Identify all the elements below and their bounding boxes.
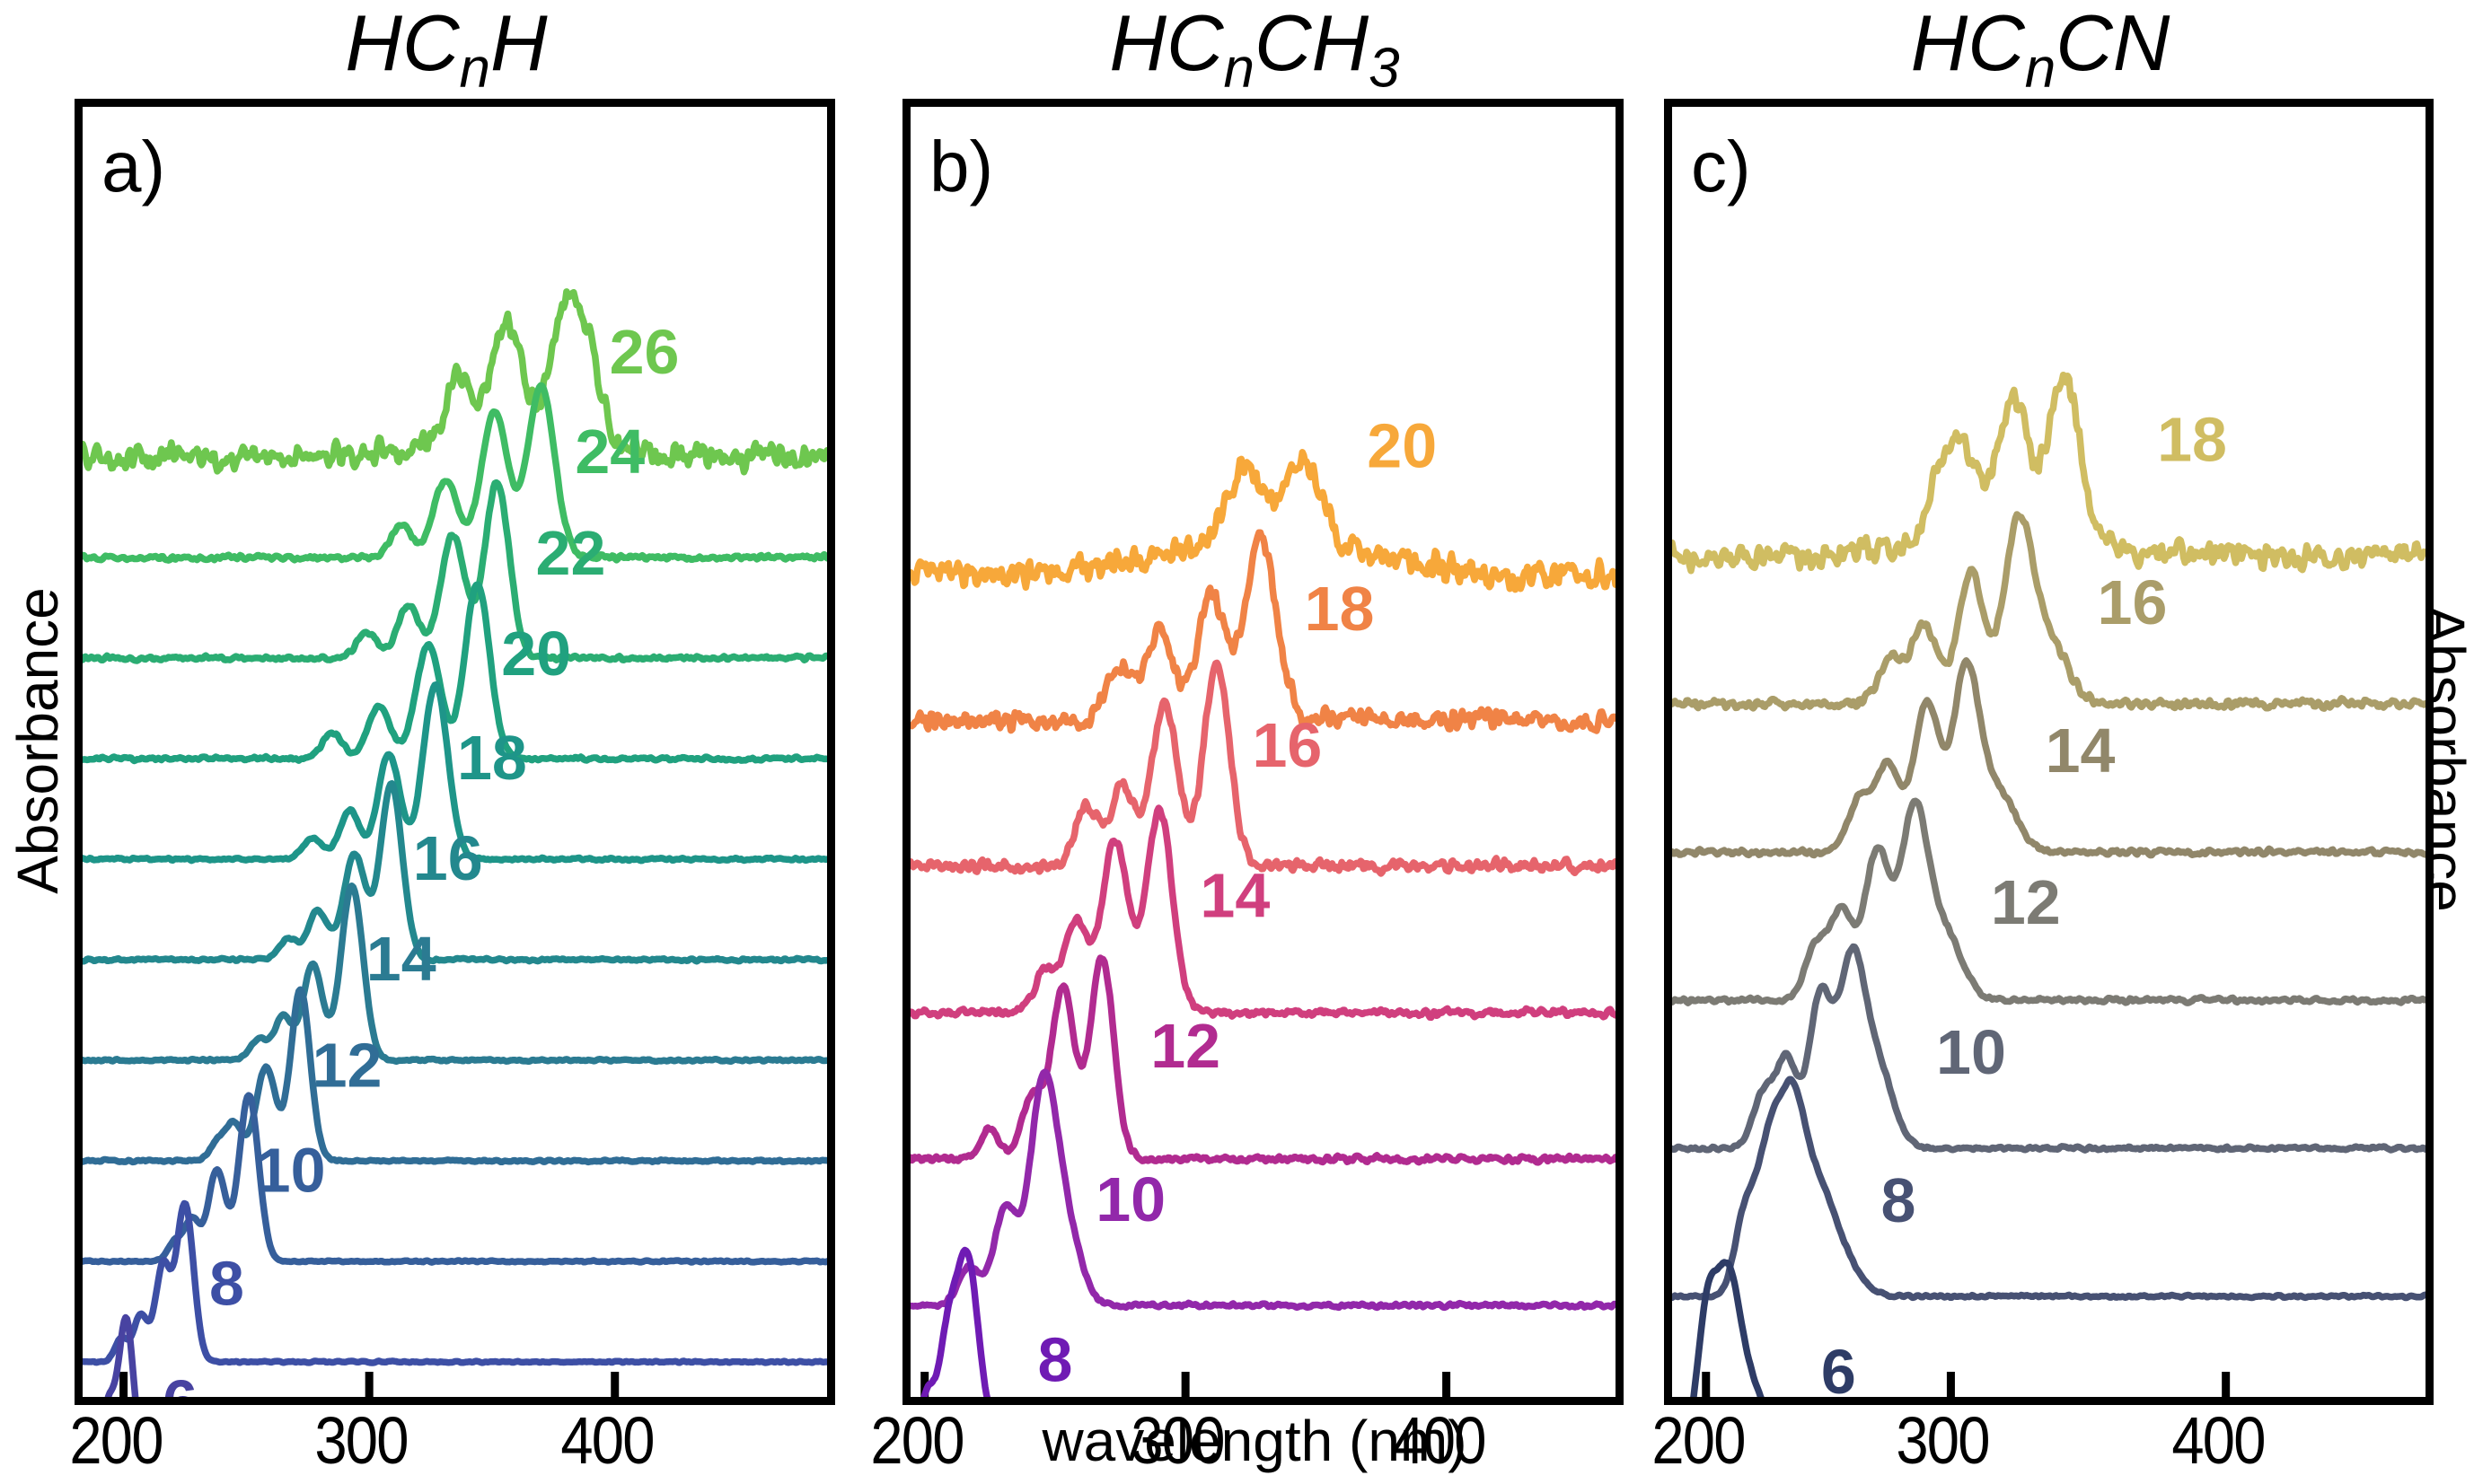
x-tick-label: 200 [68,1403,163,1478]
x-tick-label: 400 [2170,1403,2266,1478]
title-text: HC [1109,0,1224,87]
chain-length-label-n10: 10 [1936,1017,2006,1087]
spectrum-curve-n12 [1672,797,2426,1006]
chain-length-label-n24: 24 [575,417,645,487]
chain-length-label-n16: 16 [2098,567,2168,637]
chain-length-label-n26: 26 [610,317,680,387]
chain-length-label-n10: 10 [256,1135,326,1205]
spectrum-curve-n8 [920,1246,990,1397]
x-tick-label: 300 [1131,1403,1225,1478]
panel-a-title: HCnH [222,0,671,96]
spectra-svg-a: 26 24 22 20 18 16 14 12 108 6 [83,288,827,1397]
y-axis-label-left: Absorbance [5,587,70,894]
chain-length-label-n6: 6 [163,1367,198,1397]
title-subscript: n [459,37,491,100]
panel-c-letter: c) [1691,127,1751,206]
spectrum-curve-n22 [83,479,827,664]
chain-length-label-n18: 18 [457,723,527,793]
spectrum-curve-n16 [1672,511,2426,712]
title-subscript: 3 [1369,37,1400,100]
spectrum-curve-n10 [911,1068,1616,1312]
spectrum-curve-n26 [83,288,827,476]
spectrum-curve-n18 [1672,371,2426,575]
spectrum-curve-n14 [911,804,1616,1022]
x-tick-label: 300 [314,1403,409,1478]
title-subscript: n [1223,37,1255,100]
chain-length-label-n18: 18 [1305,574,1375,644]
chain-length-label-n14: 14 [366,924,436,994]
chain-length-label-n8: 8 [1880,1165,1915,1235]
spectrum-curve-n24 [83,382,827,564]
chain-length-label-n20: 20 [501,619,571,689]
title-text: HC [1910,0,2025,87]
spectrum-curve-n18 [911,529,1616,734]
panel-c-title: HCnCN [1816,0,2265,96]
chain-length-label-n8: 8 [1037,1325,1072,1395]
title-subscript: n [2024,37,2056,100]
panel-a-plot: 26 24 22 20 18 16 14 12 108 6 [75,99,835,1405]
chain-length-label-n16: 16 [413,823,483,893]
chain-length-label-n18: 18 [2157,404,2227,474]
x-tick-label: 400 [1391,1403,1486,1478]
panel-a-letter: a) [101,127,166,206]
x-axis-label: wavelength (nm) [1042,1409,1467,1473]
spectrum-curve-n14 [83,882,827,1066]
spectrum-curve-n10 [83,1092,827,1266]
spectrum-curve-n14 [1672,657,2426,859]
chain-length-label-n16: 16 [1252,710,1322,780]
spectrum-curve-n12 [911,954,1616,1166]
title-text: CN [2056,0,2170,87]
panel-c-plot: 18 16 14 12 10 8 6 [1664,99,2434,1405]
spectrum-curve-n16 [911,659,1616,877]
spectrum-curve-n20 [911,449,1616,593]
spectrum-curve-n12 [83,986,827,1166]
x-tick-label: 200 [1651,1403,1746,1478]
spectrum-curve-n8 [83,1199,827,1366]
panel-b-title: HCnCH3 [1030,0,1479,96]
chain-length-label-n20: 20 [1367,411,1437,481]
chain-length-label-n12: 12 [313,1031,383,1101]
chain-length-label-n14: 14 [2046,716,2116,786]
x-tick-label: 400 [560,1403,655,1478]
title-text: HC [345,0,460,87]
chain-length-label-n6: 6 [1821,1337,1856,1397]
spectra-svg-c: 18 16 14 12 10 8 6 [1672,371,2426,1397]
chain-length-label-n10: 10 [1096,1164,1166,1234]
spectrum-curve-n6 [1690,1259,1765,1397]
x-tick-label: 300 [1896,1403,1991,1478]
chain-length-label-n12: 12 [1991,867,2061,937]
x-tick-label: 200 [870,1403,964,1478]
chain-length-label-n8: 8 [209,1249,244,1319]
spectrum-curve-n8 [1672,1076,2426,1302]
chain-length-label-n22: 22 [536,518,606,588]
title-text: H [490,0,548,87]
spectrum-curve-n20 [83,581,827,765]
panel-b-letter: b) [929,127,994,206]
spectra-svg-b: 20 18 16 14 12 10 8 [911,411,1616,1397]
title-text: CH [1255,0,1369,87]
chain-length-label-n12: 12 [1150,1011,1220,1081]
spectrum-curve-n18 [83,681,827,865]
panel-b-plot: 20 18 16 14 12 10 8 [902,99,1624,1405]
spectrum-curve-n16 [83,779,827,965]
spectrum-curve-n10 [1672,943,2426,1154]
chain-length-label-n14: 14 [1200,861,1270,931]
